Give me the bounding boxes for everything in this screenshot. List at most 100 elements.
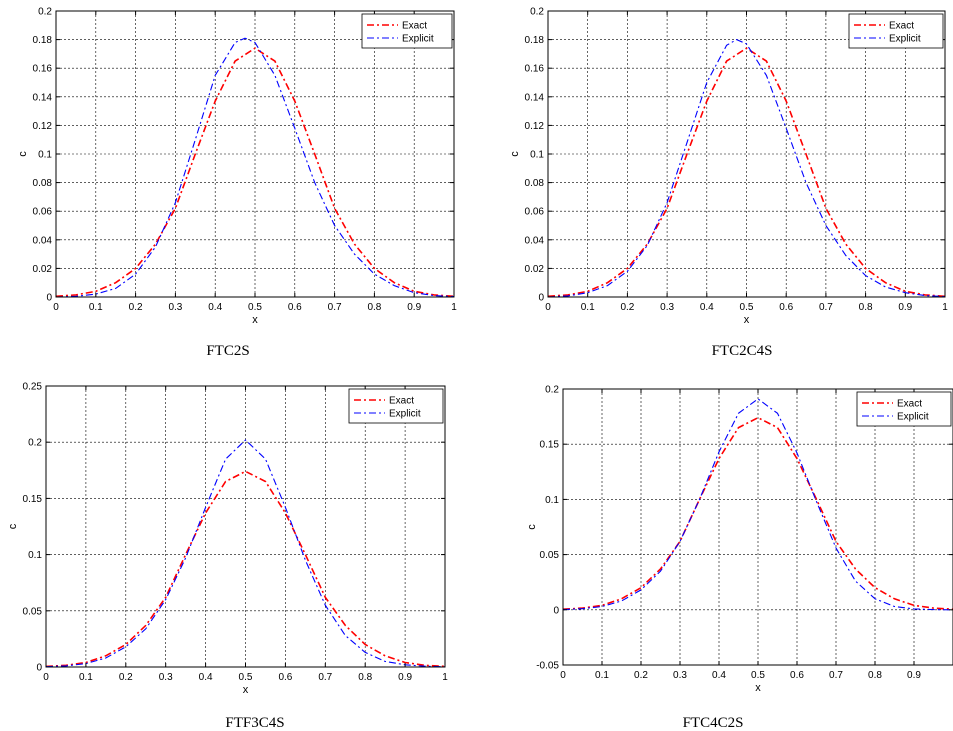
x-tick-label: 0.5 xyxy=(239,672,253,683)
legend: Exact Explicit xyxy=(856,391,952,427)
x-tick-label: 0.1 xyxy=(595,670,609,681)
x-tick-label: 0.3 xyxy=(159,672,173,683)
x-tick-label: 0.9 xyxy=(407,302,421,313)
x-tick-label: 0.2 xyxy=(119,672,133,683)
y-tick-label: -0.05 xyxy=(536,661,559,672)
x-tick-label: 1 xyxy=(442,672,448,683)
legend-box xyxy=(856,391,952,427)
legend-label-explicit: Explicit xyxy=(897,412,929,423)
legend-label-explicit: Explicit xyxy=(389,409,421,420)
y-tick-label: 0.1 xyxy=(545,495,559,506)
x-tick-label: 0.7 xyxy=(819,302,833,313)
x-axis-label: x xyxy=(252,314,258,326)
y-tick-label: 0.08 xyxy=(33,178,53,189)
grid xyxy=(563,389,953,665)
legend-label-exact: Exact xyxy=(889,21,914,32)
x-tick-label: 0.7 xyxy=(318,672,332,683)
legend-label-explicit: Explicit xyxy=(402,34,434,45)
y-tick-label: 0.14 xyxy=(525,92,545,103)
y-tick-label: 0.2 xyxy=(545,385,559,396)
legend: Exact Explicit xyxy=(348,388,444,424)
x-axis-label: x xyxy=(755,682,761,694)
chart-caption: FTC2C4S xyxy=(712,343,773,359)
series-explicit-line xyxy=(45,439,446,668)
y-tick-label: 0.16 xyxy=(33,64,53,75)
x-tick-label: 0.6 xyxy=(278,672,292,683)
series-exact-line xyxy=(547,47,946,298)
x-tick-label: 0.6 xyxy=(779,302,793,313)
x-tick-label: 0.5 xyxy=(751,670,765,681)
y-axis-label: c xyxy=(526,524,538,530)
x-tick-label: 0.4 xyxy=(700,302,714,313)
y-tick-label: 0.05 xyxy=(23,606,43,617)
x-tick-label: 0.7 xyxy=(829,670,843,681)
series-explicit-line xyxy=(55,37,455,298)
y-tick-label: 0.08 xyxy=(525,178,545,189)
y-tick-label: 0.12 xyxy=(33,121,53,132)
x-tick-label: 0.5 xyxy=(248,302,262,313)
series-exact-line xyxy=(45,470,446,668)
x-tick-label: 0 xyxy=(560,670,566,681)
series-exact-line xyxy=(55,47,455,298)
y-tick-label: 0.15 xyxy=(23,494,43,505)
legend-box xyxy=(361,13,453,49)
x-tick-label: 0.1 xyxy=(581,302,595,313)
y-tick-label: 0.25 xyxy=(23,382,43,393)
y-tick-label: 0.14 xyxy=(33,92,53,103)
y-tick-label: 0 xyxy=(538,293,544,304)
x-tick-label: 0.9 xyxy=(907,670,921,681)
legend-label-exact: Exact xyxy=(389,396,414,407)
x-tick-label: 0.2 xyxy=(620,302,634,313)
y-tick-label: 0.12 xyxy=(525,121,545,132)
x-tick-label: 0.4 xyxy=(712,670,726,681)
y-tick-label: 0.05 xyxy=(540,550,560,561)
y-tick-label: 0.2 xyxy=(530,7,544,18)
x-tick-label: 0.4 xyxy=(199,672,213,683)
x-tick-label: 0.8 xyxy=(868,670,882,681)
y-tick-label: 0.18 xyxy=(525,35,545,46)
x-tick-label: 0.8 xyxy=(367,302,381,313)
legend-box xyxy=(848,13,944,49)
series-explicit-line xyxy=(562,398,953,611)
y-tick-label: 0.04 xyxy=(33,235,53,246)
y-tick-label: 0.04 xyxy=(525,235,545,246)
plot-area xyxy=(56,11,454,297)
x-tick-label: 1 xyxy=(942,302,948,313)
y-tick-label: 0.06 xyxy=(525,207,545,218)
y-axis-label: c xyxy=(7,523,19,529)
y-tick-label: 0 xyxy=(553,605,559,616)
y-tick-label: 0 xyxy=(46,293,52,304)
x-tick-label: 0.1 xyxy=(79,672,93,683)
chart-caption: FTC2S xyxy=(206,343,249,359)
series-explicit-line xyxy=(547,38,946,298)
x-tick-label: 0.9 xyxy=(398,672,412,683)
x-tick-label: 0.9 xyxy=(898,302,912,313)
y-tick-label: 0.1 xyxy=(530,150,544,161)
plot-area xyxy=(548,11,945,297)
chart-2: 0 0.1 0.2 0.3 0.4 0.5 0.6 0.7 0.8 0.9 1 0 0.02 0.04 0.… xyxy=(509,7,948,360)
x-tick-label: 0 xyxy=(53,302,59,313)
chart-caption: FTF3C4S xyxy=(225,715,284,731)
x-tick-label: 0.6 xyxy=(288,302,302,313)
y-tick-label: 0.1 xyxy=(38,150,52,161)
y-tick-label: 0.2 xyxy=(28,438,42,449)
legend-box xyxy=(348,388,444,424)
y-tick-label: 0.15 xyxy=(540,440,560,451)
legend-label-exact: Exact xyxy=(897,399,922,410)
y-tick-label: 0.02 xyxy=(525,264,545,275)
x-tick-label: 0.2 xyxy=(634,670,648,681)
x-tick-label: 0.3 xyxy=(673,670,687,681)
y-tick-label: 0.16 xyxy=(525,64,545,75)
legend-label-exact: Exact xyxy=(402,21,427,32)
legend: Exact Explicit xyxy=(361,13,453,49)
x-tick-label: 0.8 xyxy=(358,672,372,683)
chart-1: 0 0.1 0.2 0.3 0.4 0.5 0.6 0.7 0.8 0.9 1 0 0.02 0.04 0.… xyxy=(17,7,457,360)
y-axis-label: c xyxy=(17,151,29,157)
x-tick-label: 0.1 xyxy=(89,302,103,313)
y-axis-label: c xyxy=(509,151,521,157)
y-tick-label: 0 xyxy=(36,663,42,674)
x-tick-label: 0.5 xyxy=(740,302,754,313)
legend-label-explicit: Explicit xyxy=(889,34,921,45)
y-tick-label: 0.06 xyxy=(33,207,53,218)
